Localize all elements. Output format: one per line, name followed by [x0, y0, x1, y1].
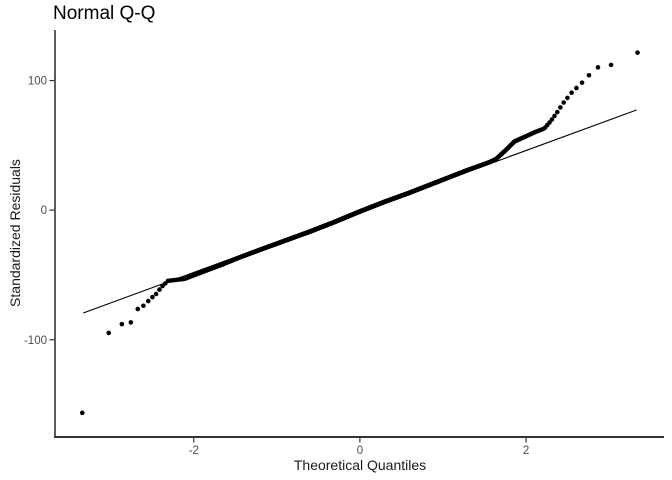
qq-data-point: [561, 100, 567, 105]
qq-data-point: [153, 291, 159, 297]
x-axis-label: Theoretical Quantiles: [293, 457, 427, 473]
qq-data-point: [157, 287, 162, 292]
qq-data-point: [565, 95, 570, 101]
qq-data-point: [555, 109, 560, 115]
qq-data-point: [106, 330, 112, 336]
y-tick-label: 100: [28, 76, 47, 88]
qq-data-point: [119, 321, 125, 327]
qq-data-point: [145, 298, 151, 304]
qq-data-point: [595, 65, 601, 70]
x-tick-label: 2: [523, 445, 529, 457]
qq-data-point: [128, 320, 134, 325]
qq-data-point: [135, 306, 141, 312]
y-tick-label: 0: [41, 205, 47, 217]
qq-data-point: [141, 303, 146, 309]
qq-data-point: [574, 85, 579, 91]
x-tick-label: -2: [189, 445, 199, 457]
qq-data-point: [586, 72, 592, 78]
qq-data-point: [635, 50, 640, 55]
chart-title: Normal Q-Q: [53, 3, 156, 24]
qq-data-point: [549, 117, 555, 122]
qq-data-point: [558, 105, 563, 110]
qq-data-point: [150, 294, 155, 300]
qq-data-point: [552, 113, 557, 119]
qq-data-point: [608, 62, 614, 68]
qq-data-point: [79, 410, 85, 416]
y-tick-label: -100: [24, 335, 47, 347]
qq-data-point: [579, 80, 585, 85]
x-tick-label: 0: [357, 445, 363, 457]
qq-data-point: [569, 90, 574, 96]
